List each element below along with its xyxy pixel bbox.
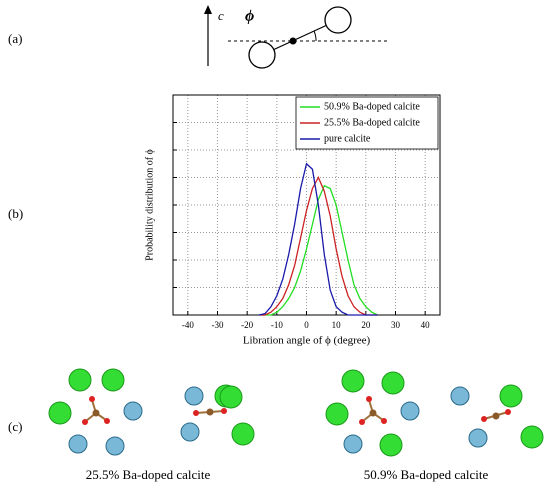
panel-label: (c) [8, 419, 22, 434]
chart: -40 -30 -20 -10 0 10 20 30 40 Libration angle of … [144, 94, 441, 347]
series-line [259, 176, 378, 316]
caption: 50.9% Ba-doped calcite [364, 467, 489, 482]
series-line [259, 184, 378, 316]
x-tick-label: -30 [212, 320, 224, 330]
x-tick-label: 0 [304, 320, 309, 330]
libration-diagram [204, 5, 388, 69]
x-tick-label: -20 [241, 320, 253, 330]
x-tick-label: 30 [391, 320, 401, 330]
legend-label: 50.9% Ba-doped calcite [324, 101, 420, 112]
y-axis-label: Probability distribution of ϕ [144, 149, 155, 261]
structure-right [325, 369, 544, 457]
x-axis-label: Libration angle of ϕ (degree) [243, 335, 371, 347]
panel-label: (a) [8, 31, 22, 46]
panel-label: (b) [8, 206, 23, 221]
series-line [258, 162, 378, 316]
legend-label: pure calcite [324, 133, 371, 144]
plot-frame [172, 94, 441, 316]
x-tick-label: 20 [361, 320, 371, 330]
legend-label: 25.5% Ba-doped calcite [324, 117, 420, 128]
caption: 25.5% Ba-doped calcite [86, 467, 211, 482]
x-tick-label: -10 [271, 320, 283, 330]
x-tick-label: 10 [332, 320, 342, 330]
axis-c-label: c [218, 8, 224, 23]
angle-label: ϕ [245, 8, 254, 25]
x-tick-label: -40 [182, 320, 194, 330]
structure-left [48, 368, 255, 456]
x-tick-label: 40 [421, 320, 431, 330]
